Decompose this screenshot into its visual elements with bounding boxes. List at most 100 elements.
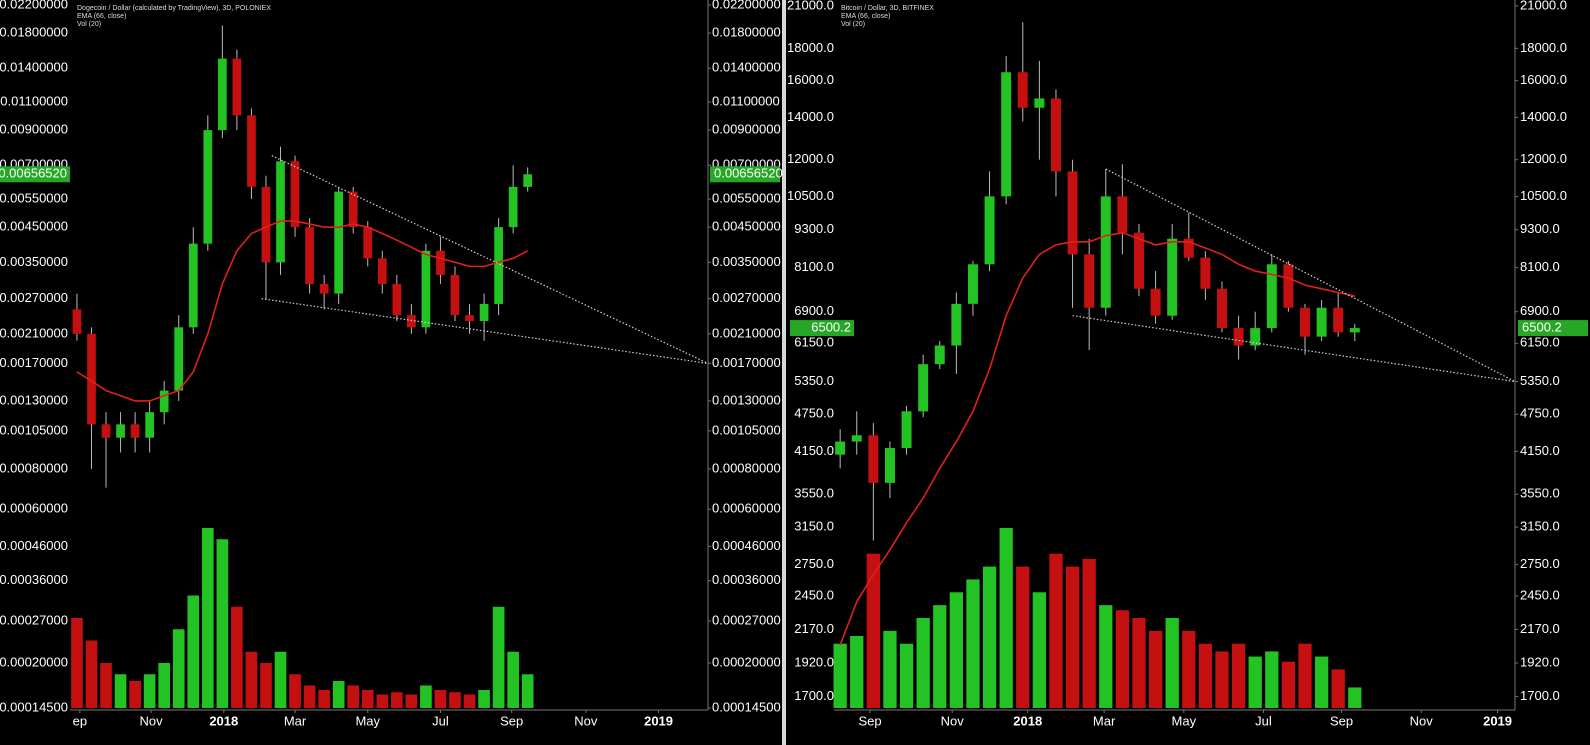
y-tick-label: 0.00170000	[712, 355, 781, 370]
y-tick-label: 0.00027000	[712, 612, 781, 627]
y-tick-label: 0.01100000	[0, 93, 68, 108]
x-tick-label: Sep	[858, 713, 881, 728]
volume-legend: Vol (20)	[77, 21, 101, 28]
y-tick-label: 0.00550000	[0, 190, 68, 205]
candle-body	[1333, 307, 1344, 333]
y-tick-label: 3550.0	[794, 486, 834, 501]
candle-body	[465, 315, 474, 322]
volume-bar	[100, 663, 112, 708]
volume-bar	[982, 566, 997, 708]
y-tick-label: 4750.0	[1520, 406, 1560, 421]
y-tick-label: 14000.0	[787, 109, 834, 124]
candle-body	[1001, 72, 1012, 197]
ema-line	[839, 231, 1355, 646]
volume-bar	[1165, 618, 1179, 708]
y-tick-label: 0.00130000	[0, 392, 68, 407]
volume-bar	[1099, 605, 1113, 708]
y-tick-label: 6150.0	[794, 335, 834, 350]
y-tick-label: 21000.0	[787, 0, 834, 12]
candle-body	[494, 227, 503, 304]
volume-bar	[866, 553, 880, 708]
y-tick-label: 0.01800000	[0, 25, 68, 40]
candle-body	[334, 191, 344, 294]
y-tick-label: 0.00350000	[712, 254, 781, 269]
volume-bar	[507, 651, 519, 708]
volume-bar	[71, 618, 83, 708]
candle-body	[377, 258, 387, 284]
volume-bar	[187, 595, 200, 708]
y-tick-label: 8100.0	[1520, 259, 1560, 274]
y-tick-label: 0.00105000	[712, 422, 781, 437]
candle-body	[479, 303, 489, 322]
chart-title: Bitcoin / Dollar, 3D, BITFINEX	[841, 5, 934, 12]
y-tick-label: 6150.0	[1520, 335, 1560, 350]
y-tick-label: 0.00046000	[712, 538, 781, 553]
candle-body	[1316, 307, 1327, 337]
candle-body	[363, 227, 373, 259]
candle-body	[392, 283, 402, 316]
candle-body	[984, 196, 995, 265]
volume-bar	[1082, 558, 1096, 708]
candle-body	[1283, 264, 1294, 308]
candle-body	[934, 345, 945, 365]
candle-body	[145, 412, 155, 438]
candle-body	[967, 264, 978, 304]
x-tick-label: Nov	[140, 713, 164, 728]
y-tick-label: 1700.0	[794, 688, 834, 703]
y-tick-label: 18000.0	[787, 40, 834, 55]
y-tick-label: 0.00350000	[0, 254, 68, 269]
volume-bar	[1016, 566, 1030, 708]
x-tick-label: Sep	[1330, 713, 1353, 728]
volume-bar	[216, 539, 229, 708]
trendline	[261, 298, 709, 365]
volume-bar	[1132, 618, 1146, 708]
trendline	[1072, 315, 1516, 383]
volume-bar	[289, 674, 301, 708]
candle-body	[1117, 196, 1128, 233]
volume-bar	[1248, 656, 1262, 708]
y-tick-label: 6900.0	[1520, 303, 1560, 318]
volume-bar	[361, 690, 374, 708]
last-price-label: 0.00656520	[714, 166, 783, 181]
candle-body	[1266, 264, 1277, 329]
y-tick-label: 4750.0	[794, 406, 834, 421]
volume-bar	[1032, 592, 1047, 708]
candle-body	[523, 174, 533, 187]
x-tick-label: Nov	[574, 713, 598, 728]
candle-body	[436, 250, 445, 275]
y-tick-label: 0.00020000	[712, 654, 781, 669]
y-tick-label: 10500.0	[1520, 188, 1567, 203]
candle-body	[1217, 288, 1227, 329]
candle-body	[1100, 196, 1111, 308]
volume-bar	[172, 629, 185, 708]
candle-body	[72, 309, 82, 334]
candle-body	[421, 250, 431, 328]
chart-panel: 0.02200000 0.02200000 0.01800000 0.01800000…	[0, 0, 783, 728]
last-price-box	[0, 166, 70, 183]
y-tick-label: 0.00105000	[0, 422, 68, 437]
volume-bar	[949, 592, 964, 708]
y-tick-label: 2750.0	[1520, 556, 1560, 571]
volume-bar	[260, 663, 272, 708]
candle-body	[232, 58, 242, 116]
y-tick-label: 9300.0	[794, 221, 834, 236]
y-tick-label: 0.00036000	[0, 572, 68, 587]
y-tick-label: 9300.0	[1520, 221, 1560, 236]
last-price-label: 6500.2	[1522, 320, 1562, 335]
volume-bar	[1298, 643, 1312, 708]
candle-body	[1034, 98, 1045, 108]
candle-body	[305, 227, 314, 284]
volume-bar	[833, 643, 847, 708]
y-tick-label: 0.01400000	[0, 60, 68, 75]
y-tick-label: 1700.0	[1520, 688, 1560, 703]
volume-bar	[420, 685, 432, 708]
volume-bar	[245, 651, 258, 708]
y-tick-label: 0.00130000	[712, 392, 781, 407]
volume-bar	[492, 606, 505, 708]
volume-bar	[347, 685, 360, 708]
candle-body	[174, 327, 184, 391]
y-tick-label: 3150.0	[1520, 518, 1560, 533]
y-tick-label: 12000.0	[787, 151, 834, 166]
